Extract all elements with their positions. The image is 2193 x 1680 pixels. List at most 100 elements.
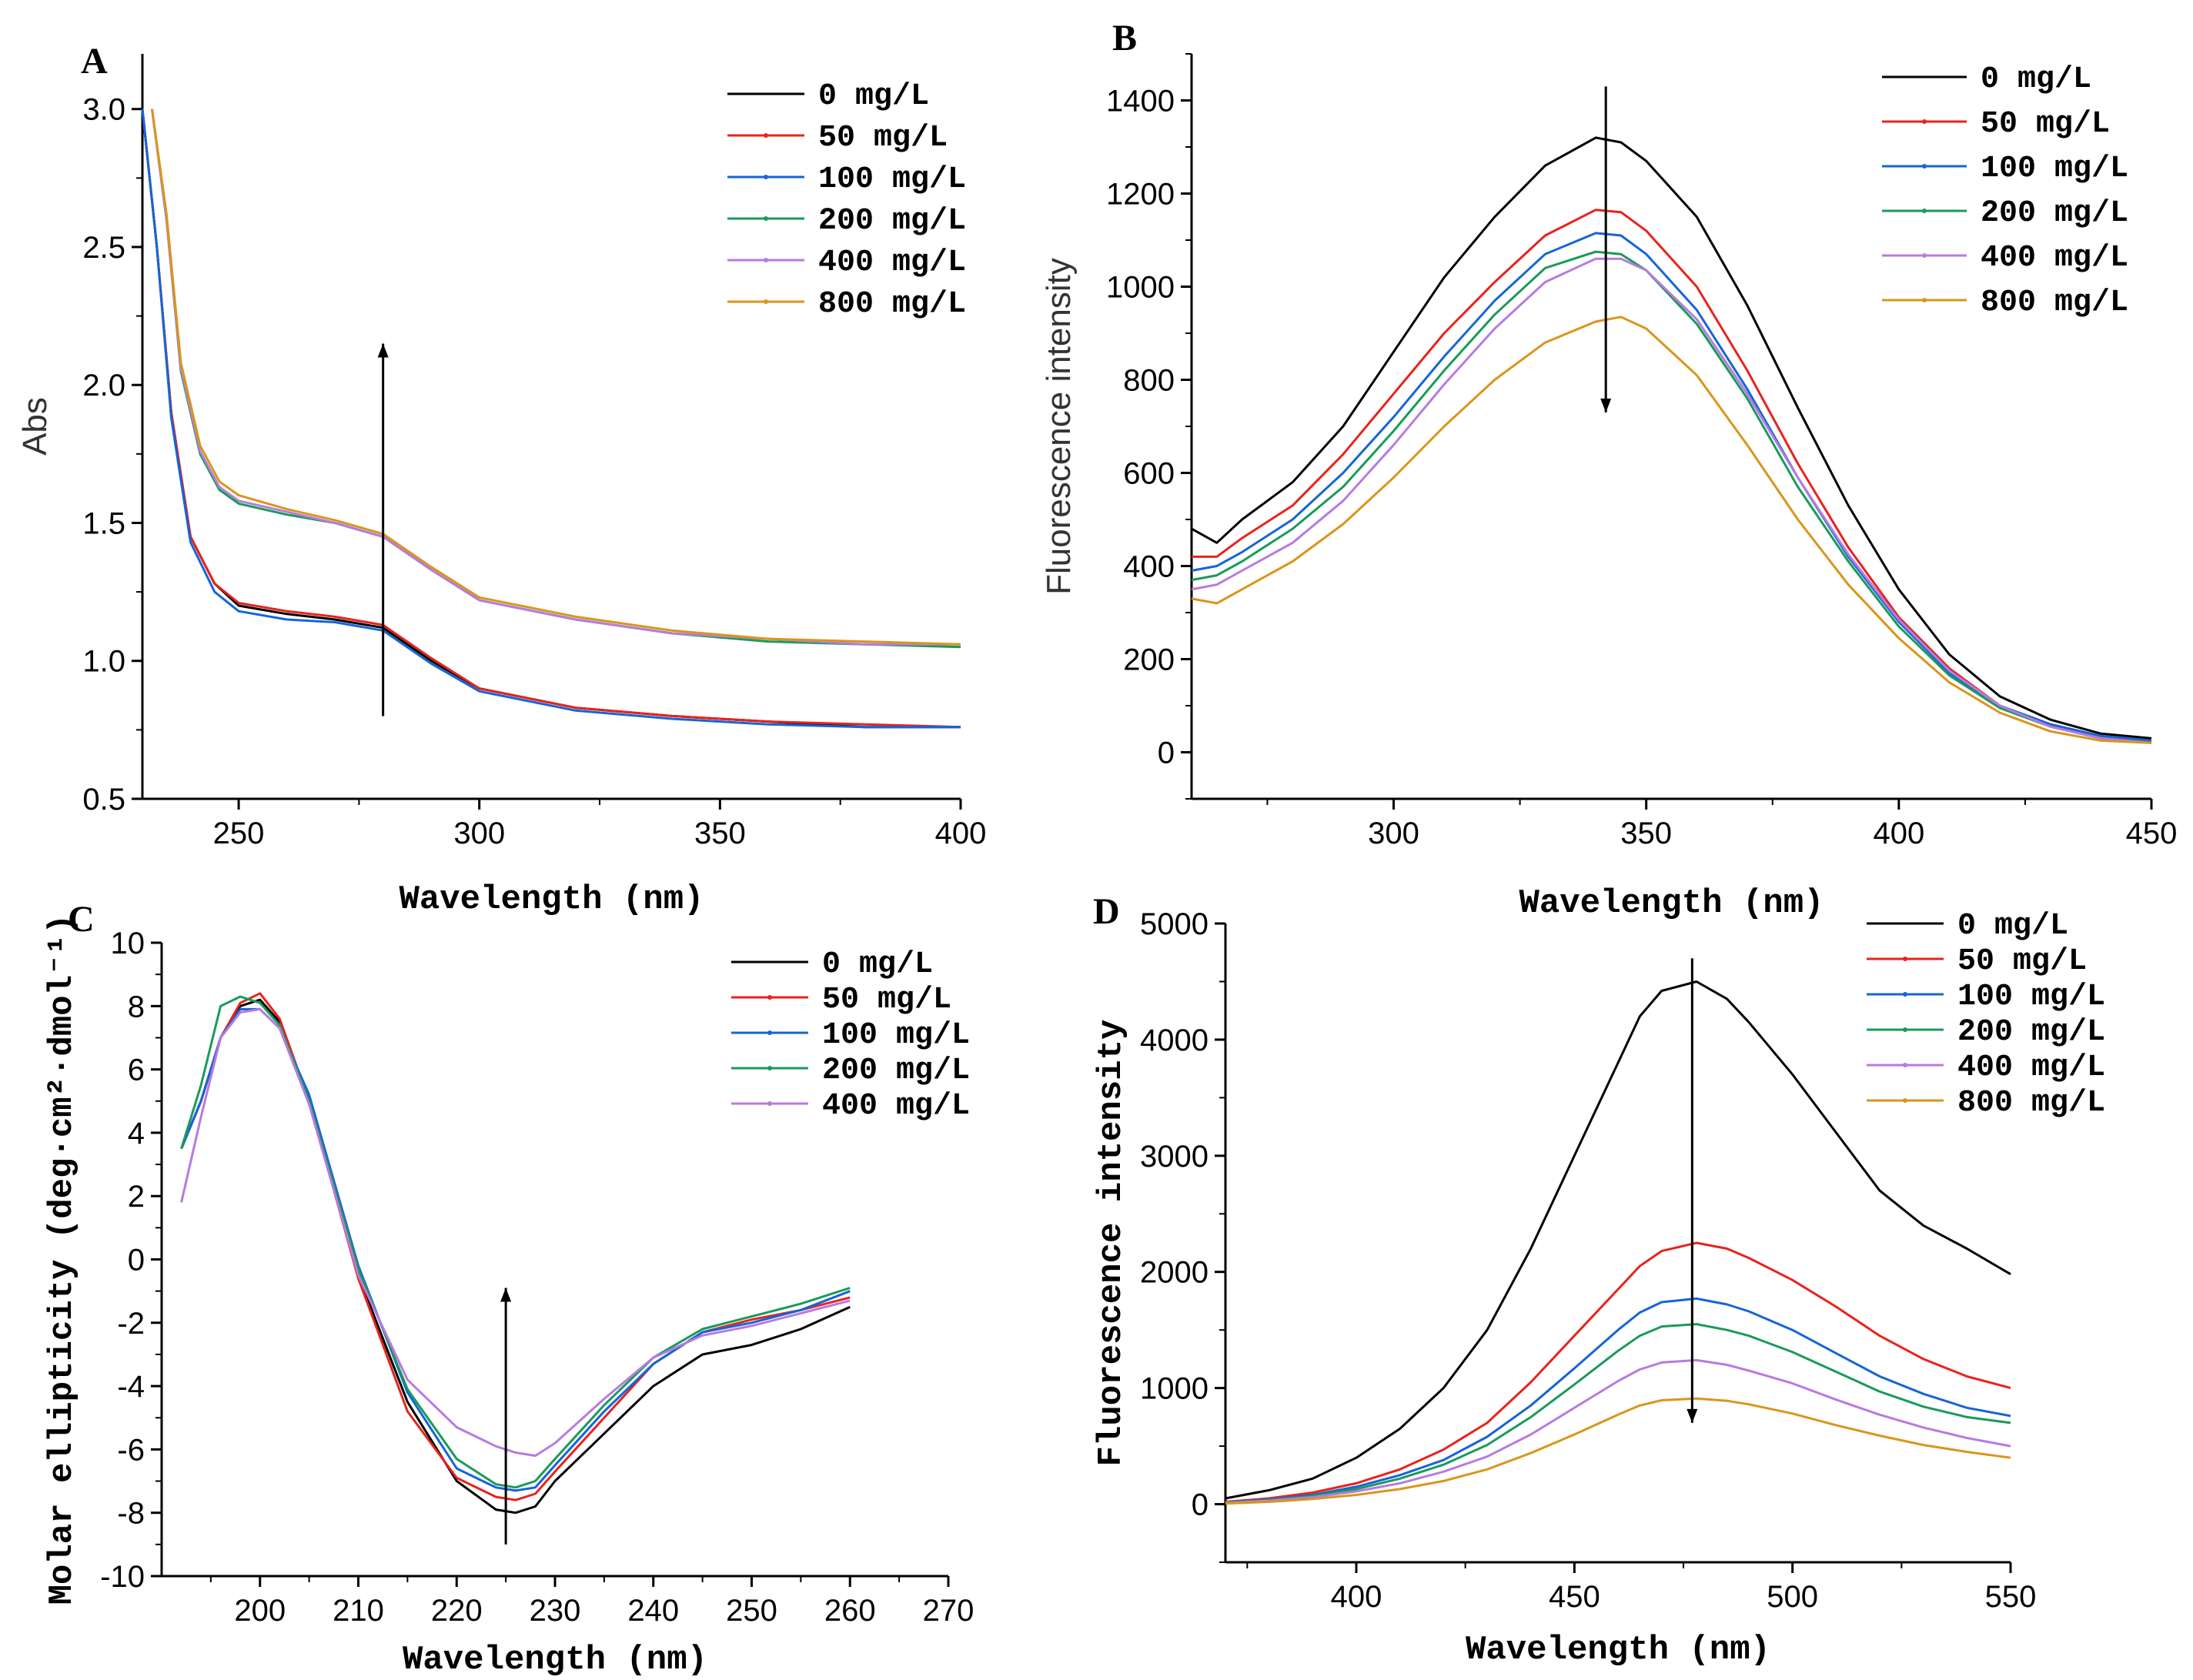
legend-marker [1903, 1063, 1907, 1067]
chart-panel-b: B 300 350 400 450 0 200 400 600 800 1000 1200 1400 W… [1040, 18, 2177, 923]
legend-marker [1922, 164, 1927, 169]
y-tick-label: 2 [128, 1180, 145, 1214]
x-tick-label: 450 [2126, 817, 2178, 850]
legend-marker [1922, 209, 1927, 213]
y-tick-label: 3.0 [82, 93, 125, 127]
y-tick-label: 6 [128, 1054, 145, 1087]
y-tick-label: 1200 [1106, 178, 1175, 212]
y-tick-label: 3000 [1140, 1140, 1208, 1174]
x-axis-label: Wavelength (nm) [1519, 884, 1824, 923]
x-tick-label: 350 [694, 817, 746, 850]
series-line-1 [1225, 1241, 2011, 1503]
x-tick-label: 550 [1985, 1580, 2037, 1614]
x-tick-label: 230 [530, 1594, 581, 1628]
y-tick-label: 0 [1158, 736, 1175, 770]
legend-label: 0 mg/L [822, 947, 933, 982]
y-tick-label: 0 [128, 1244, 145, 1278]
legend-label: 400 mg/L [822, 1089, 970, 1124]
legend-label: 400 mg/L [1981, 241, 2128, 276]
legend-label: 100 mg/L [818, 162, 966, 197]
chart-panel-c: C 200 210 220 230 240 250 260 270 -10 -8 -6 -4 -2 0 2 4… [43, 899, 974, 1679]
x-tick-label: 400 [1331, 1580, 1382, 1614]
x-tick-label: 300 [1368, 817, 1419, 850]
chart-panel-d: D 400 450 500 550 0 1000 2000 3000 4000 5000 Wavel… [1092, 891, 2105, 1669]
x-tick-label: 500 [1767, 1580, 1818, 1614]
legend-label: 800 mg/L [1981, 286, 2128, 320]
x-tick-label: 250 [213, 817, 265, 850]
series-line-2 [180, 1007, 851, 1492]
legend-label: 50 mg/L [1957, 944, 2087, 979]
legend-marker [767, 1030, 772, 1035]
series-line-3 [180, 995, 851, 1489]
legend-label: 100 mg/L [1957, 980, 2105, 1014]
series-line-5 [1191, 316, 2152, 744]
legend-label: 100 mg/L [822, 1018, 970, 1053]
legend-marker [1922, 119, 1927, 124]
series-line-5 [151, 109, 961, 646]
x-tick-label: 250 [726, 1594, 777, 1628]
panel-letter-b: B [1112, 18, 1137, 58]
x-tick-label: 240 [627, 1594, 679, 1628]
x-tick-label: 220 [431, 1594, 483, 1628]
legend-marker [1903, 1098, 1907, 1103]
panel-letter-c: C [68, 899, 95, 940]
y-tick-label: -6 [117, 1433, 145, 1467]
x-tick-label: 400 [1873, 817, 1924, 850]
legend-label: 400 mg/L [818, 245, 966, 280]
y-tick-label: 0.5 [82, 783, 125, 817]
legend-marker [1922, 298, 1927, 302]
series-line-0 [180, 998, 851, 1515]
x-tick-label: 210 [333, 1594, 384, 1628]
legend-label: 400 mg/L [1957, 1050, 2105, 1085]
x-axis-label: Wavelength (nm) [399, 880, 704, 919]
series-line-0 [1191, 136, 2152, 740]
y-axis-label: Fluorescence intensity [1092, 1020, 1131, 1467]
y-tick-label: 2000 [1140, 1256, 1208, 1290]
series-line-2 [1225, 1297, 2011, 1504]
trend-arrow-head [1600, 398, 1612, 412]
x-tick-label: 270 [923, 1594, 974, 1628]
y-tick-label: 200 [1123, 643, 1175, 677]
legend-marker [764, 216, 768, 221]
x-tick-label: 300 [453, 817, 505, 850]
y-tick-label: -10 [100, 1560, 145, 1594]
series-line-4 [151, 109, 961, 646]
legend-label: 800 mg/L [1957, 1086, 2105, 1121]
legend-marker [764, 299, 768, 304]
y-axis-label: Molar ellipticity (deg·cm²·dmol⁻¹) [43, 914, 82, 1605]
legend-label: 200 mg/L [818, 204, 966, 239]
legend-label: 0 mg/L [818, 79, 929, 114]
legend-label: 0 mg/L [1957, 909, 2068, 944]
legend-label: 0 mg/L [1981, 62, 2091, 97]
x-tick-label: 200 [234, 1594, 286, 1628]
y-tick-label: -4 [117, 1370, 145, 1404]
series-line-4 [1191, 257, 2152, 744]
y-tick-label: -8 [117, 1497, 145, 1531]
series-line-3 [1225, 1323, 2011, 1504]
y-axis-label: Fluorescence intensity [1040, 258, 1078, 595]
x-axis-label: Wavelength (nm) [1466, 1631, 1770, 1669]
y-tick-label: 800 [1123, 364, 1175, 398]
legend-label: 200 mg/L [1957, 1015, 2105, 1050]
legend-label: 800 mg/L [818, 287, 966, 322]
series-line-3 [1191, 250, 2152, 744]
y-tick-label: 1.0 [82, 645, 125, 679]
y-tick-label: 10 [111, 927, 145, 960]
y-tick-label: 1.5 [82, 506, 125, 540]
y-tick-label: 4 [128, 1117, 145, 1151]
series-line-1 [141, 109, 961, 729]
y-tick-label: 8 [128, 990, 145, 1024]
legend-label: 50 mg/L [1981, 107, 2110, 142]
x-tick-label: 400 [935, 817, 987, 850]
series-line-4 [180, 1007, 851, 1458]
legend-label: 50 mg/L [822, 983, 951, 1017]
legend-label: 200 mg/L [822, 1054, 970, 1088]
series-line-1 [180, 992, 851, 1501]
y-axis-label: Abs [16, 397, 54, 456]
x-tick-label: 450 [1549, 1580, 1600, 1614]
legend-marker [764, 258, 768, 262]
x-tick-label: 350 [1620, 817, 1672, 850]
series-line-5 [1225, 1397, 2011, 1505]
y-tick-label: 0 [1192, 1488, 1208, 1522]
